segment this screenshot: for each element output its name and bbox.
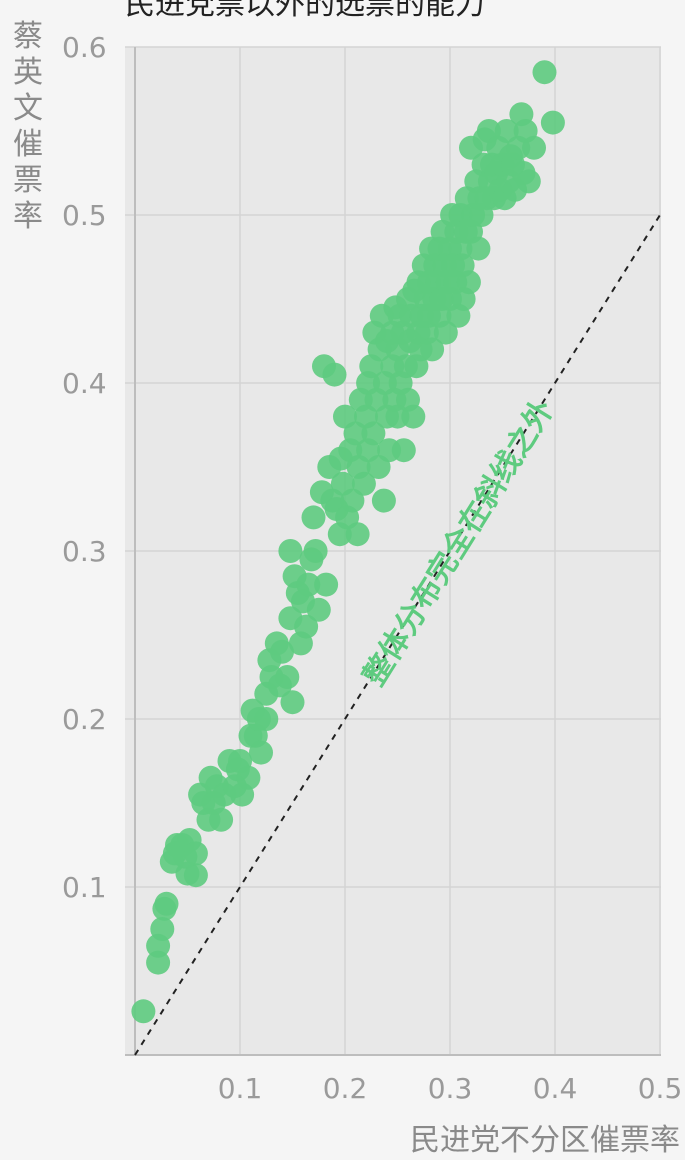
data-point [270, 639, 294, 664]
data-point [296, 572, 321, 597]
data-point [522, 135, 546, 160]
data-point [433, 320, 458, 345]
data-point [345, 522, 370, 547]
data-point [456, 270, 481, 295]
reference-line [134, 214, 661, 1056]
y-axis-title-char: 文 [13, 91, 43, 126]
data-point [275, 665, 300, 689]
data-point [540, 110, 565, 135]
y-tick-label: 0.5 [62, 199, 107, 232]
data-point [361, 421, 386, 446]
data-point [254, 707, 279, 731]
data-point [391, 438, 416, 463]
data-point [314, 572, 339, 597]
data-point [131, 999, 156, 1024]
y-axis-title-char: 票 [13, 163, 43, 198]
y-axis-title-char: 英 [13, 55, 43, 90]
data-point [466, 236, 491, 261]
data-points [131, 60, 565, 1024]
data-point [371, 488, 396, 513]
data-point [294, 614, 319, 639]
y-axis-title-char: 催 [13, 127, 43, 162]
x-tick-labels: 0.1 0.2 0.3 0.4 0.5 [218, 1072, 683, 1105]
data-point [209, 807, 234, 832]
data-point [146, 950, 171, 975]
y-tick-label: 0.1 [62, 871, 107, 904]
y-tick-label: 0.4 [62, 367, 107, 400]
data-point [532, 60, 557, 85]
data-point [278, 539, 303, 563]
data-point [303, 539, 328, 563]
x-tick-label: 0.3 [428, 1072, 473, 1105]
data-point [236, 765, 261, 790]
data-point [351, 471, 376, 496]
data-point [516, 169, 541, 194]
data-point [154, 891, 179, 916]
data-point [150, 917, 175, 941]
y-axis-title: 蔡英文催票率 [13, 19, 43, 234]
data-point [494, 119, 519, 143]
x-axis-title: 民进党不分区催票率 [410, 1123, 680, 1156]
data-point [249, 740, 273, 765]
y-tick-label: 0.2 [62, 703, 107, 736]
data-point [322, 362, 347, 387]
data-point [401, 404, 426, 429]
data-point [280, 690, 305, 715]
data-point [306, 597, 331, 622]
x-tick-label: 0.5 [638, 1072, 683, 1105]
y-tick-label: 0.3 [62, 535, 107, 568]
data-point [183, 841, 208, 866]
data-point [340, 488, 365, 513]
data-point [420, 337, 445, 362]
y-axis-title-char: 蔡 [13, 19, 43, 54]
chart-title: 民进党票以外的选票的能力 [125, 0, 485, 22]
x-tick-label: 0.2 [323, 1072, 368, 1105]
data-point [301, 505, 326, 530]
x-tick-label: 0.1 [218, 1072, 263, 1105]
y-axis-title-char: 率 [13, 199, 43, 234]
y-tick-label: 0.6 [62, 31, 107, 64]
data-point [183, 863, 208, 888]
x-tick-label: 0.4 [533, 1072, 578, 1105]
y-tick-labels: 0.1 0.2 0.3 0.4 0.5 0.6 [62, 31, 107, 904]
